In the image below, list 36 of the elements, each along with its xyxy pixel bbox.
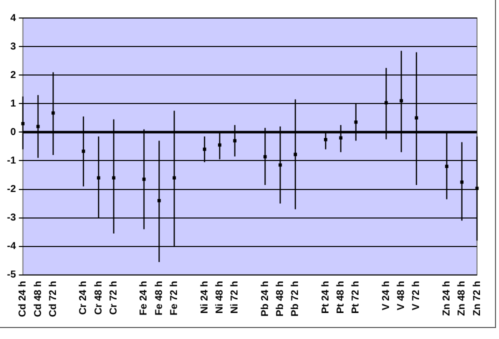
point [157, 199, 161, 202]
x-tick-label: Cd 72 h [48, 280, 59, 318]
x-tick-label: Ni 72 h [230, 280, 241, 314]
x-tick-label: Zn 48 h [456, 280, 468, 316]
x-tick-label: Pb 48 h [274, 280, 286, 316]
x-tick-label: Fe 72 h [169, 280, 180, 316]
x-tick-label: Pt 48 h [336, 280, 347, 314]
y-tick-label: 0 [10, 126, 16, 138]
x-tick-label: Pt 24 h [320, 280, 332, 314]
x-tick-label: Cr 24 h [78, 280, 90, 315]
x-tick-label: Zn 24 h [441, 280, 452, 316]
y-tick-label: -5 [6, 270, 16, 281]
y-tick-label: -4 [6, 241, 16, 252]
x-tick-label: Pt 72 h [350, 280, 362, 314]
y-tick-label: -3 [6, 212, 16, 224]
y-tick-label: 4 [10, 12, 16, 24]
y-tick-label: 1 [10, 98, 16, 110]
y-tick-label: -2 [6, 184, 16, 196]
y-tick-label: 3 [10, 41, 16, 52]
point [460, 180, 464, 184]
x-tick-label: V 24 h [380, 280, 392, 310]
y-tick-label: 2 [10, 70, 16, 81]
x-tick-label: Pb 24 h [260, 280, 271, 316]
x-tick-label: Cr 48 h [93, 280, 104, 315]
x-tick-label: Fe 48 h [154, 280, 165, 316]
x-tick-label: V 48 h [396, 280, 408, 310]
x-tick-label: V 72 h [411, 280, 422, 310]
y-tick-label: -1 [6, 155, 16, 166]
x-tick-label: Cd 24 h [18, 280, 29, 318]
x-tick-label: Cr 72 h [108, 280, 120, 315]
x-tick-label: Pb 72 h [290, 280, 302, 316]
x-tick-label: Fe 24 h [138, 280, 150, 316]
x-tick-label: Ni 24 h [199, 280, 210, 314]
x-tick-label: Zn 72 h [472, 280, 483, 316]
x-tick-label: Cd 48 h [32, 280, 44, 318]
x-tick-label: Ni 48 h [214, 280, 226, 314]
